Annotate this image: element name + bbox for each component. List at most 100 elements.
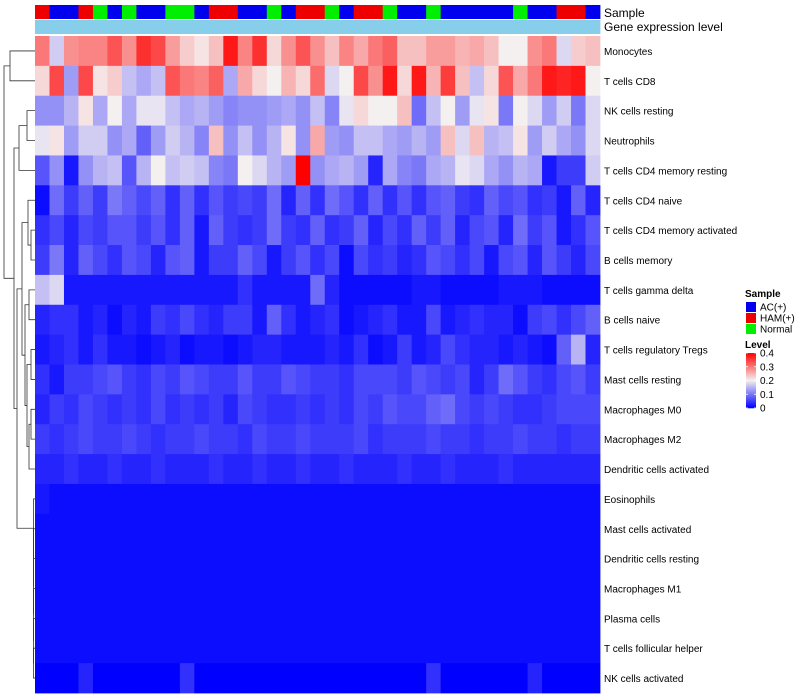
sample-annotation-cell [165, 5, 181, 19]
heatmap-cell [165, 65, 181, 97]
heatmap-cell [295, 334, 311, 365]
heatmap-cell [527, 603, 543, 634]
heatmap-cell [237, 155, 253, 186]
heatmap-cell [455, 36, 471, 67]
heatmap-cell [281, 274, 297, 306]
heatmap-cell [411, 155, 427, 186]
heatmap-cell [527, 543, 543, 574]
heatmap-cell [484, 394, 499, 425]
heatmap-cell [281, 513, 297, 545]
heatmap-cell [484, 95, 499, 126]
heatmap-cell [266, 663, 282, 694]
heatmap-cell [281, 185, 297, 216]
heatmap-cell [556, 573, 572, 604]
heatmap-cell [440, 215, 456, 246]
heatmap-cell [150, 483, 166, 515]
heatmap-cell [179, 155, 195, 186]
heatmap-cell [237, 304, 253, 336]
heatmap-cell [571, 65, 586, 97]
sample-annotation-cell [266, 5, 282, 19]
heatmap-cell [92, 454, 108, 485]
heatmap-cell [527, 155, 543, 186]
gene-expression-annotation-cell [498, 20, 514, 34]
heatmap-cell [165, 155, 181, 186]
heatmap-cell [295, 543, 311, 574]
heatmap-cell [469, 65, 485, 97]
colorbar-tick-label: 0 [760, 404, 766, 415]
heatmap-cell [469, 155, 485, 186]
colorbar-segment [746, 402, 756, 404]
heatmap-cell [252, 95, 268, 126]
heatmap-cell [237, 513, 253, 545]
heatmap-cell [571, 95, 586, 126]
heatmap-cell [121, 543, 137, 574]
heatmap-cell [353, 483, 369, 515]
row-label: T cells CD4 memory activated [604, 226, 737, 237]
heatmap-cell [281, 364, 297, 395]
heatmap-cell [542, 424, 557, 455]
gene-expression-annotation-cell [382, 20, 398, 34]
heatmap-cell [92, 65, 108, 97]
heatmap-cell [208, 543, 224, 574]
heatmap-cell [208, 603, 224, 634]
heatmap-cell [440, 125, 456, 156]
heatmap-cell [310, 36, 326, 67]
heatmap-cell [121, 454, 137, 485]
heatmap-cell [208, 454, 224, 485]
heatmap-cell [324, 274, 340, 306]
heatmap-cell [107, 125, 123, 156]
heatmap-cell [455, 274, 471, 306]
row-label: Dendritic cells activated [604, 465, 709, 476]
heatmap-cell [527, 424, 543, 455]
heatmap-cell [440, 394, 456, 425]
colorbar-segment [746, 384, 756, 386]
gene-expression-annotation-cell [426, 20, 442, 34]
heatmap-cell [121, 95, 137, 126]
heatmap-cell [571, 513, 586, 545]
heatmap-cell [35, 155, 50, 186]
heatmap-cell [49, 36, 65, 67]
row-label: T cells CD4 naive [604, 196, 683, 207]
sample-annotation-cell [556, 5, 572, 19]
heatmap-cell [440, 603, 456, 634]
heatmap-cell [78, 573, 94, 604]
heatmap-cell [208, 304, 224, 336]
heatmap-cell [63, 155, 79, 186]
heatmap-cell [194, 394, 210, 425]
heatmap-cell [324, 155, 340, 186]
heatmap-cell [107, 36, 123, 67]
heatmap-cell [455, 663, 471, 694]
sample-annotation-cell [585, 5, 601, 19]
heatmap-cell [78, 454, 94, 485]
heatmap-cell [165, 633, 181, 664]
heatmap-cell [49, 663, 65, 694]
heatmap-cell [78, 334, 94, 365]
heatmap-cell [353, 215, 369, 246]
heatmap-cell [411, 95, 427, 126]
heatmap-cell [78, 125, 94, 156]
heatmap-cell [63, 245, 79, 276]
heatmap-cell [382, 394, 398, 425]
heatmap-cell [571, 155, 586, 186]
row-label: B cells memory [604, 256, 672, 267]
heatmap-cell [498, 95, 514, 126]
heatmap-cell [585, 513, 601, 545]
heatmap-cell [252, 663, 268, 694]
heatmap-cell [411, 334, 427, 365]
heatmap-cell [368, 543, 384, 574]
heatmap-cell [513, 573, 528, 604]
heatmap-cell [35, 513, 50, 545]
heatmap-cell [440, 185, 456, 216]
heatmap-cell [49, 215, 65, 246]
heatmap-cell [165, 603, 181, 634]
heatmap-cell [295, 36, 311, 67]
heatmap-cell [295, 513, 311, 545]
heatmap-cell [397, 245, 413, 276]
heatmap-cell [281, 424, 297, 455]
heatmap-cell [121, 663, 137, 694]
heatmap-cell [295, 304, 311, 336]
heatmap-cell [107, 663, 123, 694]
heatmap-cell [585, 125, 601, 156]
heatmap-cell [455, 513, 471, 545]
heatmap-cell [35, 215, 50, 246]
